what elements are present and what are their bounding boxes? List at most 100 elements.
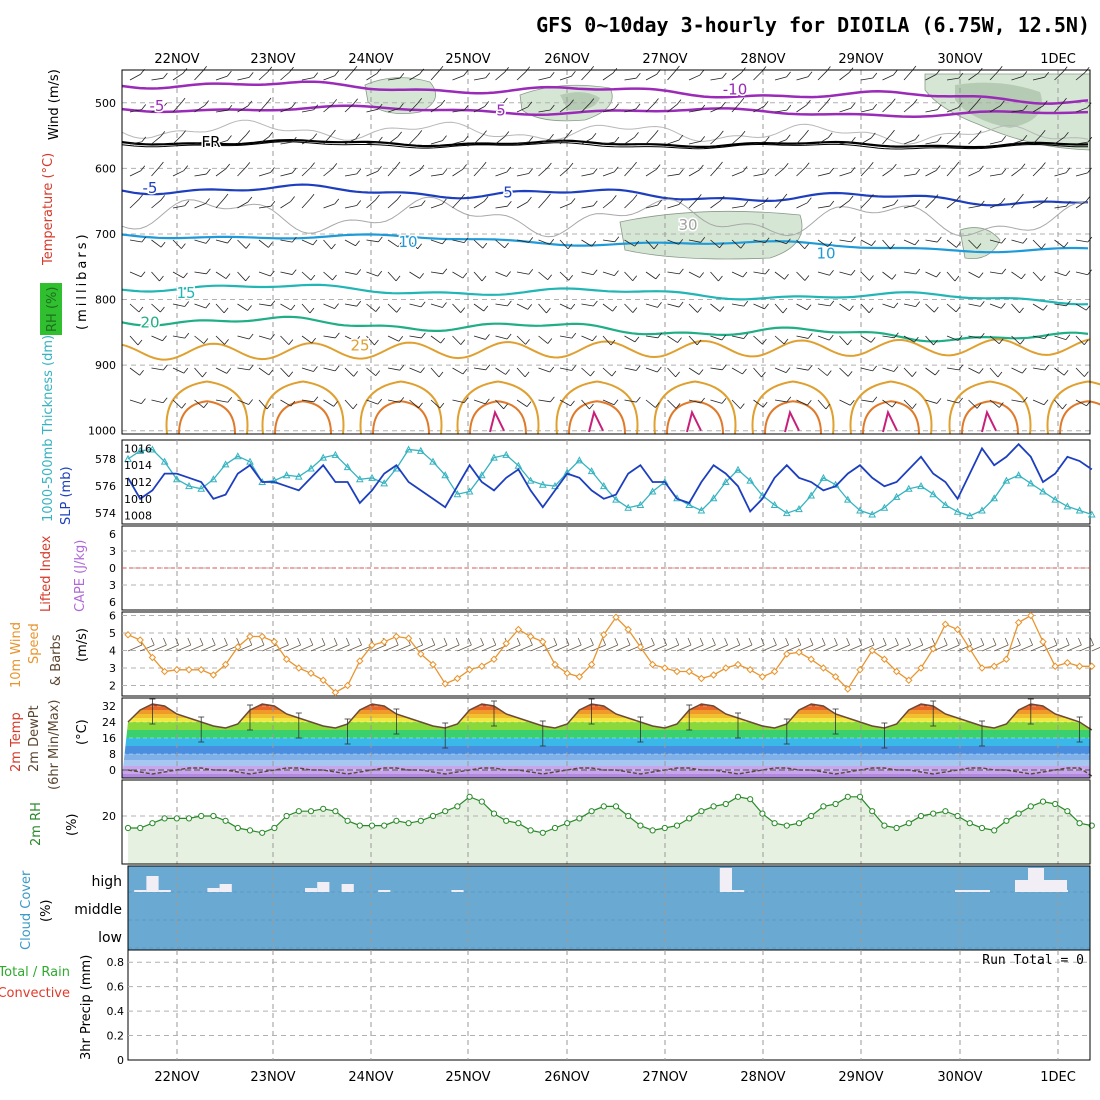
barb [1075,239,1088,243]
w10-barb [811,644,826,652]
w10-barb [835,644,850,652]
barb [430,399,441,409]
top-date-25NOV: 25NOV [445,52,490,67]
barb [688,335,698,346]
rh-point [527,827,534,834]
barb [903,399,913,409]
barb [172,205,185,209]
barb-flag [334,70,340,77]
wind10m-tick-3: 3 [109,662,116,675]
cape-label: CAPE (J/kg) [73,540,88,612]
barb [258,335,271,340]
barb [387,303,397,313]
barb [258,303,271,307]
wind-speed-point [819,664,828,672]
wind-speed-point [734,660,742,669]
barb [731,399,741,409]
barb-flag [270,167,275,173]
barb [409,205,422,209]
barb-flag [181,130,186,136]
barb-flag [1000,197,1006,204]
barb-flag [872,396,878,403]
barb-flag [223,193,229,200]
barb [129,367,140,376]
barb-flag [893,69,898,76]
w10-barb-flag [443,637,448,646]
barb-flag [206,268,211,275]
barb-flag [375,194,380,201]
w10-barb [713,644,728,652]
top-date-28NOV: 28NOV [740,52,785,67]
barb [860,167,870,177]
barb [194,105,205,113]
wind-speed-point [331,688,340,697]
rh-point [686,815,693,822]
wind-speed-point [490,655,498,663]
barb [237,239,247,249]
wind-speed-point [844,685,852,693]
w10-barb [1091,647,1100,652]
barb-flag [868,162,874,168]
barb-flag [697,307,702,313]
barb-flag [463,237,469,243]
barb [237,303,248,311]
barb-flag [915,301,921,307]
barb-flag [783,163,789,169]
barb-flag [696,339,702,346]
barb-flag [266,97,272,104]
barb-flag [227,70,232,77]
slp-tick-1010: 1010 [124,493,152,506]
barb-flag [999,402,1004,408]
rh-point [1003,817,1010,824]
barb [280,201,291,209]
barb [1054,136,1065,145]
barb-flag [312,239,318,246]
barb-flag [890,98,896,105]
thickness-point [880,503,889,511]
barb-flag [829,167,834,174]
barb [344,303,357,307]
isotherm-label: 20 [140,314,159,332]
barb [409,239,418,250]
wind-speed-point [1039,638,1047,646]
barb [387,399,400,403]
barb-flag [331,129,336,136]
rh-point [307,808,315,815]
barb-flag [1040,129,1046,136]
barb-flag [421,332,426,339]
thickness-point [978,506,986,514]
w10-barb-flag [297,637,301,646]
barb-flag [980,200,985,207]
thickness-point [331,450,340,458]
barb [215,75,228,81]
cloud-background [128,866,1090,950]
precip-panel: 0.80.60.40.20 Run Total = 0 3hr Precip (… [0,949,1091,1067]
barb-flag [614,236,620,243]
temp-band [122,738,1090,746]
barb-flag [223,307,229,314]
w10-barb-flag [846,637,850,646]
precip-tick-0.4: 0.4 [107,1005,125,1018]
rh2m-ticks: 20 [102,810,116,823]
barb [194,399,204,409]
barb [323,399,334,407]
barb [280,107,292,113]
thickness-point [172,475,181,483]
wind-speed-point [453,674,462,683]
isotherm-30-loop [178,400,236,435]
w10-barb [518,644,533,652]
barb [387,271,397,282]
isotherm-35-peak [882,409,898,433]
barb-flag [183,165,189,171]
barb [882,168,893,177]
barb-flag [1044,71,1049,78]
rh-point [954,812,961,820]
barb-flag [593,300,598,307]
rh-point [869,808,876,815]
barb-flag [245,162,251,168]
barb-flag [654,98,659,104]
rh-point [490,810,498,817]
barb [495,136,506,145]
barb-flag [249,364,254,371]
